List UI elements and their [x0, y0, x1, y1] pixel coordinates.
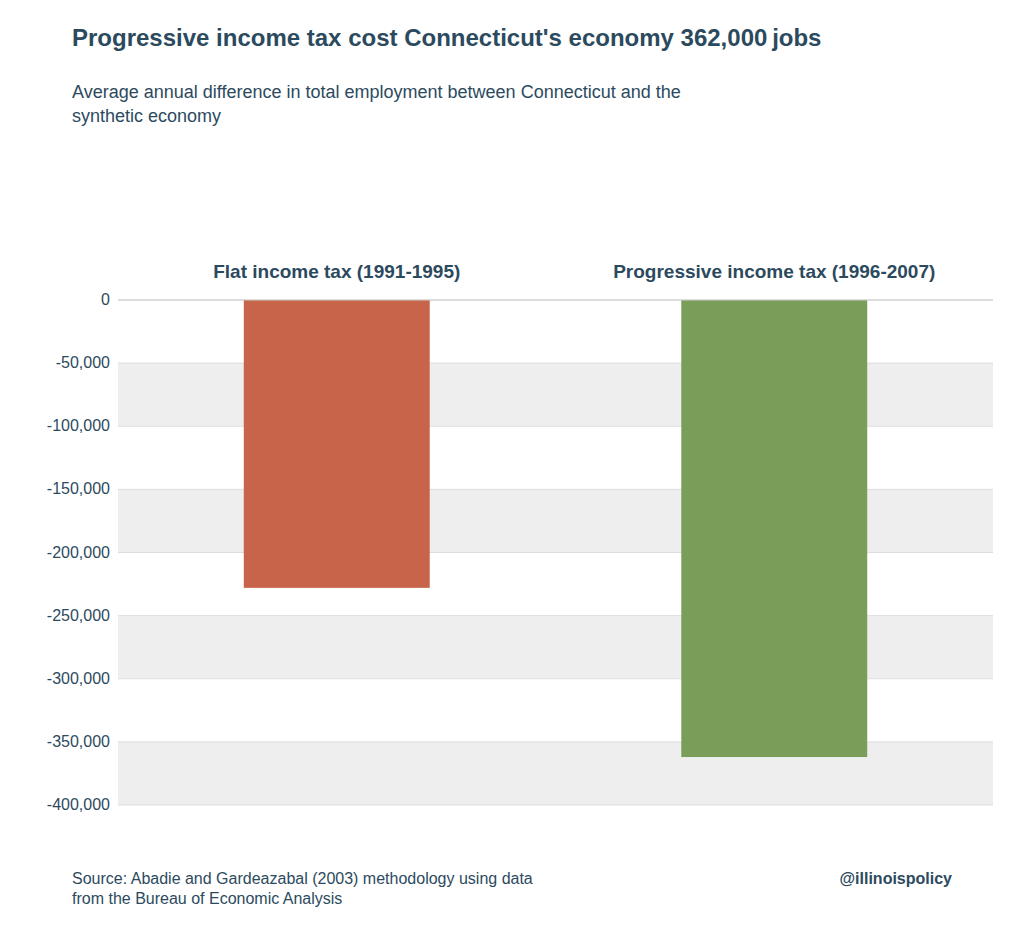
title: Progressive income tax cost Connecticut'… — [72, 24, 821, 51]
bar — [244, 300, 430, 588]
grid-line — [118, 300, 993, 301]
y-tick-label: -200,000 — [47, 544, 110, 561]
chart: Progressive income tax cost Connecticut'… — [0, 0, 1024, 942]
source-line: from the Bureau of Economic Analysis — [72, 890, 342, 907]
category-label: Progressive income tax (1996-2007) — [613, 261, 935, 282]
y-tick-label: -400,000 — [47, 796, 110, 813]
source: Source: Abadie and Gardeazabal (2003) me… — [72, 870, 533, 907]
category-label: Flat income tax (1991-1995) — [213, 261, 460, 282]
bars — [244, 300, 867, 757]
subtitle: Average annual difference in total emplo… — [72, 82, 681, 126]
y-tick-label: -150,000 — [47, 480, 110, 497]
y-tick-label: -250,000 — [47, 607, 110, 624]
source-line: Source: Abadie and Gardeazabal (2003) me… — [72, 870, 533, 887]
credit-line: @illinoispolicy — [839, 870, 952, 887]
y-tick-label: -350,000 — [47, 733, 110, 750]
title-line: Progressive income tax cost Connecticut'… — [72, 24, 821, 51]
y-tick-label: -300,000 — [47, 670, 110, 687]
credit: @illinoispolicy — [839, 870, 952, 887]
y-tick-label: 0 — [101, 291, 110, 308]
y-tick-label: -100,000 — [47, 417, 110, 434]
grid-line — [118, 805, 993, 806]
y-tick-label: -50,000 — [56, 354, 110, 371]
subtitle-line: Average annual difference in total emplo… — [72, 82, 681, 102]
bar — [681, 300, 867, 757]
zero-line — [118, 300, 993, 301]
subtitle-line: synthetic economy — [72, 106, 221, 126]
